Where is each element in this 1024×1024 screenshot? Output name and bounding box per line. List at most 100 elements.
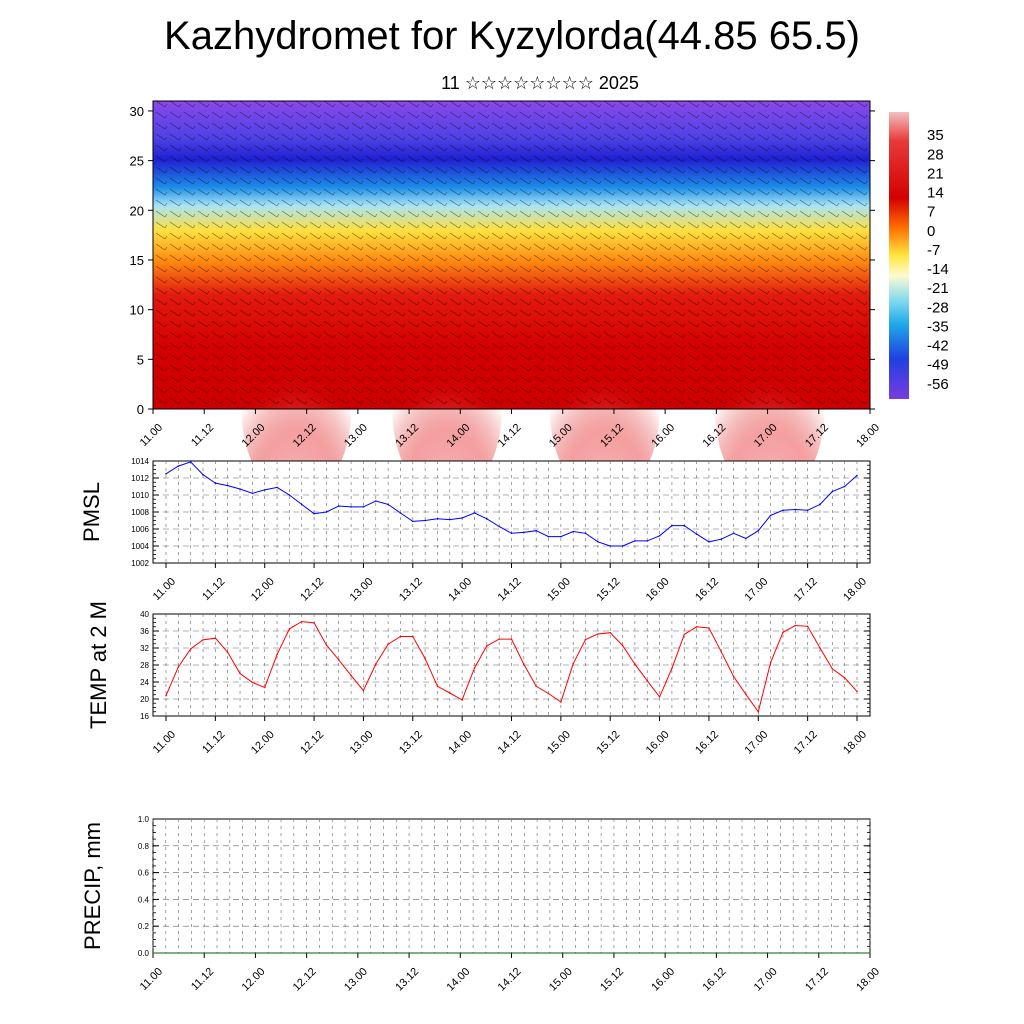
- pmsl-point: [165, 473, 167, 475]
- pmsl-point: [745, 537, 747, 540]
- x-tick-label: 16.00: [644, 729, 672, 757]
- x-tick-label: 11.00: [151, 576, 178, 603]
- x-tick-label: 11.00: [138, 966, 165, 993]
- temp-point: [584, 638, 587, 641]
- pmsl-point: [621, 545, 624, 547]
- y-tick-label: 5: [137, 352, 144, 367]
- x-tick-label: 16.00: [649, 966, 677, 994]
- temp-point: [375, 663, 377, 665]
- x-tick-label: 16.12: [701, 966, 729, 994]
- x-tick-label: 12.12: [291, 966, 319, 994]
- temp-point: [597, 633, 599, 635]
- colorbar-label: -49: [927, 357, 949, 374]
- pmsl-point: [782, 509, 784, 512]
- pmsl-point: [449, 518, 451, 521]
- chart-subtitle: 11 ☆☆☆☆☆☆☆☆ 2025: [441, 73, 639, 93]
- temp-point: [794, 624, 797, 627]
- colorbar-label: 35: [927, 127, 944, 144]
- x-tick-label: 14.00: [444, 966, 472, 994]
- temp-point: [251, 681, 254, 684]
- x-tick-label: 13.00: [348, 729, 376, 757]
- x-tick-label: 14.00: [446, 729, 474, 757]
- x-tick-label: 18.00: [841, 729, 869, 757]
- y-tick-label: 36: [140, 627, 149, 636]
- x-tick-label: 17.00: [752, 966, 780, 994]
- y-tick-label: 0.0: [138, 949, 150, 958]
- y-tick-label: 1010: [131, 491, 149, 500]
- temp-point: [547, 692, 550, 695]
- pmsl-point: [671, 524, 673, 527]
- colorbar-label: -42: [927, 338, 949, 355]
- pmsl-point: [399, 512, 402, 514]
- colorbar-gradient: [889, 112, 909, 399]
- pmsl-point: [177, 465, 180, 467]
- x-tick-label: 12.12: [298, 576, 326, 604]
- pmsl-point: [424, 519, 426, 522]
- temp-point: [498, 638, 501, 640]
- pmsl-point: [510, 532, 513, 535]
- y-tick-label: 1014: [131, 457, 149, 466]
- temp-point: [510, 638, 513, 640]
- pmsl-point: [350, 506, 352, 508]
- x-tick-label: 16.12: [693, 576, 721, 604]
- pmsl-point: [214, 482, 217, 484]
- y-tick-label: 28: [140, 661, 149, 670]
- y-tick-label: 1008: [131, 508, 149, 517]
- x-tick-label: 17.00: [742, 576, 770, 604]
- pmsl-point: [634, 540, 636, 542]
- pmsl-panel: 1002 1004 1006 1008 1010 1012 1014 11.00 11.12 12…: [79, 457, 871, 604]
- pmsl-point: [831, 490, 834, 493]
- y-tick-label: 40: [140, 610, 149, 619]
- pmsl-point: [288, 494, 291, 496]
- pmsl-point: [794, 508, 797, 511]
- temp-point: [843, 677, 846, 679]
- pmsl-ylabel: PMSL: [79, 482, 104, 542]
- temp-point: [658, 696, 661, 698]
- colorbar-label: -35: [927, 318, 949, 335]
- temp-point: [436, 685, 439, 688]
- pmsl-point: [856, 474, 858, 477]
- pmsl-point: [338, 505, 340, 507]
- y-tick-label: 1012: [131, 474, 149, 483]
- pmsl-point: [609, 545, 611, 547]
- pmsl-point: [572, 530, 574, 533]
- colorbar-label: 0: [927, 223, 935, 240]
- pmsl-point: [263, 489, 266, 491]
- y-tick-label: 10: [130, 303, 144, 318]
- x-tick-label: 12.00: [249, 576, 277, 604]
- temp-point: [165, 694, 167, 697]
- y-tick-label: 1.0: [138, 815, 150, 824]
- precip-point: [869, 952, 871, 954]
- temp-panel: 16 20 24 28 32 36 40 11.00 11.12 12.00 12.12 13.00 1…: [86, 601, 871, 757]
- pmsl-point: [597, 541, 599, 543]
- temp-point: [695, 626, 698, 628]
- pmsl-point: [362, 506, 365, 508]
- temp-point: [856, 690, 858, 693]
- temp-point: [732, 675, 735, 678]
- pmsl-point: [461, 517, 463, 519]
- chart-title: Kazhydromet for Kyzylorda(44.85 65.5): [164, 14, 860, 58]
- pmsl-point: [769, 514, 772, 517]
- precip-point: [152, 952, 154, 954]
- pmsl-point: [189, 461, 192, 463]
- pmsl-point: [486, 518, 488, 520]
- temp-point: [202, 639, 204, 641]
- temp-point: [646, 679, 648, 682]
- colorbar-label: 21: [927, 165, 944, 182]
- x-tick-label: 17.12: [803, 966, 831, 994]
- pmsl-point: [732, 532, 735, 535]
- temp-point: [819, 647, 821, 649]
- temp-point: [634, 663, 636, 665]
- temp-point: [486, 645, 488, 647]
- colorbar-label: -21: [927, 280, 949, 297]
- precip-ylabel: PRECIP, mm: [80, 822, 105, 950]
- x-tick-label: 15.12: [594, 729, 622, 757]
- colorbar-label: 28: [927, 146, 944, 163]
- temp-point: [806, 625, 809, 628]
- x-tick-label: 18.00: [854, 966, 882, 994]
- y-tick-label: 0.8: [138, 842, 150, 851]
- y-tick-label: 20: [130, 203, 144, 218]
- x-tick-label: 12.00: [240, 966, 268, 994]
- temp-point: [572, 662, 574, 665]
